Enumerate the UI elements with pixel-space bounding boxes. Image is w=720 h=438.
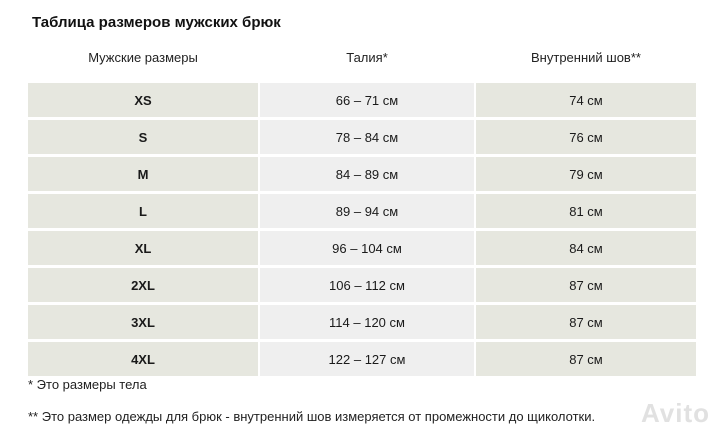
inseam-cell: 84 см — [476, 231, 696, 265]
table-row: 3XL 114 – 120 см 87 см — [28, 305, 696, 339]
size-cell: 3XL — [28, 305, 258, 339]
header-waist: Талия* — [346, 50, 388, 65]
size-cell: XS — [28, 83, 258, 117]
waist-cell: 96 – 104 см — [260, 231, 474, 265]
table-row: XL 96 – 104 см 84 см — [28, 231, 696, 265]
table-header: Мужские размеры Талия* Внутренний шов** — [28, 50, 696, 70]
inseam-cell: 79 см — [476, 157, 696, 191]
header-size: Мужские размеры — [88, 50, 198, 65]
header-inseam: Внутренний шов** — [531, 50, 641, 65]
size-cell: XL — [28, 231, 258, 265]
size-cell: M — [28, 157, 258, 191]
avito-watermark: Avito — [640, 398, 710, 428]
size-cell: S — [28, 120, 258, 154]
table-row: XS 66 – 71 см 74 см — [28, 83, 696, 117]
size-cell: L — [28, 194, 258, 228]
waist-cell: 78 – 84 см — [260, 120, 474, 154]
waist-cell: 89 – 94 см — [260, 194, 474, 228]
inseam-cell: 87 см — [476, 268, 696, 302]
table-row: L 89 – 94 см 81 см — [28, 194, 696, 228]
size-cell: 4XL — [28, 342, 258, 376]
waist-cell: 84 – 89 см — [260, 157, 474, 191]
footnote-body-size: * Это размеры тела — [28, 377, 147, 392]
waist-cell: 66 – 71 см — [260, 83, 474, 117]
page-title: Таблица размеров мужских брюк — [32, 14, 281, 31]
waist-cell: 122 – 127 см — [260, 342, 474, 376]
footnote-inseam: ** Это размер одежды для брюк - внутренн… — [28, 409, 596, 424]
table-row: 2XL 106 – 112 см 87 см — [28, 268, 696, 302]
table-row: S 78 – 84 см 76 см — [28, 120, 696, 154]
size-table: XS 66 – 71 см 74 см S 78 – 84 см 76 см M… — [28, 83, 696, 379]
waist-cell: 106 – 112 см — [260, 268, 474, 302]
size-cell: 2XL — [28, 268, 258, 302]
table-row: M 84 – 89 см 79 см — [28, 157, 696, 191]
inseam-cell: 87 см — [476, 305, 696, 339]
table-row: 4XL 122 – 127 см 87 см — [28, 342, 696, 376]
inseam-cell: 76 см — [476, 120, 696, 154]
inseam-cell: 87 см — [476, 342, 696, 376]
inseam-cell: 74 см — [476, 83, 696, 117]
inseam-cell: 81 см — [476, 194, 696, 228]
waist-cell: 114 – 120 см — [260, 305, 474, 339]
